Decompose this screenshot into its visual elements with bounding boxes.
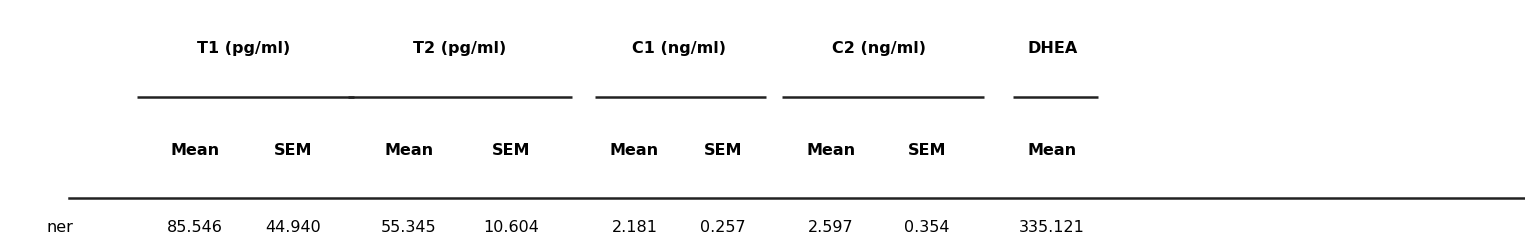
Text: Mean: Mean bbox=[171, 143, 220, 158]
Text: 10.604: 10.604 bbox=[483, 220, 538, 235]
Text: SEM: SEM bbox=[273, 143, 313, 158]
Text: ner: ner bbox=[46, 220, 73, 235]
Text: Mean: Mean bbox=[807, 143, 856, 158]
Text: C1 (ng/ml): C1 (ng/ml) bbox=[631, 41, 726, 56]
Text: Mean: Mean bbox=[1028, 143, 1077, 158]
Text: 335.121: 335.121 bbox=[1019, 220, 1086, 235]
Text: 0.354: 0.354 bbox=[904, 220, 950, 235]
Text: 44.940: 44.940 bbox=[265, 220, 320, 235]
Text: 2.181: 2.181 bbox=[612, 220, 657, 235]
Text: C2 (ng/ml): C2 (ng/ml) bbox=[833, 41, 926, 56]
Text: 2.597: 2.597 bbox=[808, 220, 854, 235]
Text: Mean: Mean bbox=[384, 143, 433, 158]
Text: 0.257: 0.257 bbox=[700, 220, 746, 235]
Text: SEM: SEM bbox=[703, 143, 743, 158]
Text: SEM: SEM bbox=[491, 143, 531, 158]
Text: Mean: Mean bbox=[610, 143, 659, 158]
Text: T1 (pg/ml): T1 (pg/ml) bbox=[197, 41, 291, 56]
Text: 55.345: 55.345 bbox=[381, 220, 436, 235]
Text: 85.546: 85.546 bbox=[168, 220, 223, 235]
Text: SEM: SEM bbox=[907, 143, 947, 158]
Text: DHEA: DHEA bbox=[1028, 41, 1077, 56]
Text: T2 (pg/ml): T2 (pg/ml) bbox=[413, 41, 506, 56]
